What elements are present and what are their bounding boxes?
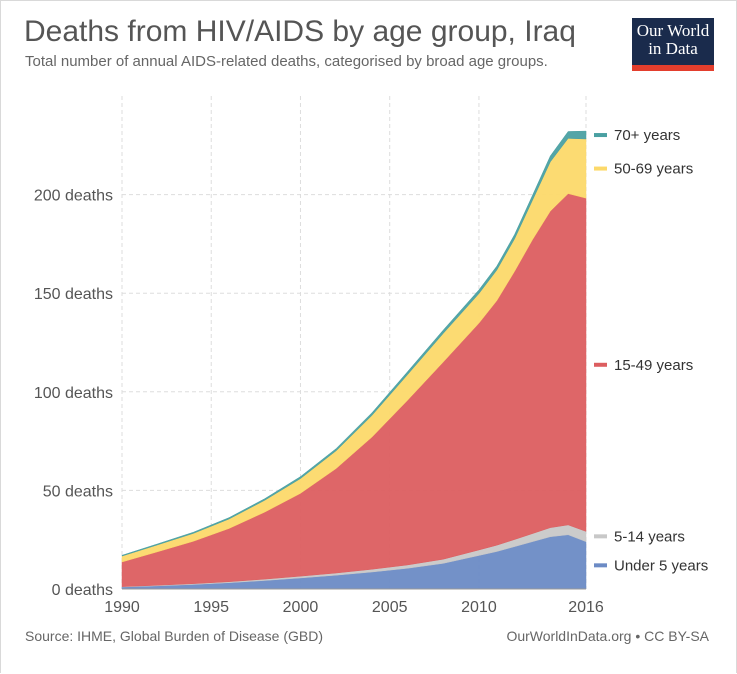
y-tick-label: 200 deaths bbox=[34, 188, 113, 205]
chart-subtitle: Total number of annual AIDS-related deat… bbox=[25, 53, 548, 70]
area-chart: 0 deaths 50 deaths 100 deaths 150 deaths 200… bbox=[34, 96, 708, 616]
area-70-years bbox=[121, 130, 587, 557]
stacked-areas bbox=[121, 130, 587, 590]
x-tick-label: 2016 bbox=[568, 599, 604, 616]
y-tick-label: 100 deaths bbox=[34, 385, 113, 402]
legend: Under 5 years 5-14 years 15-49 years 50-69 … bbox=[594, 127, 708, 574]
credit-note[interactable]: OurWorldInData.org • CC BY-SA bbox=[506, 628, 709, 644]
x-tick-label: 1995 bbox=[193, 599, 229, 616]
legend-label: 15-49 years bbox=[614, 357, 693, 374]
legend-swatch bbox=[594, 534, 607, 539]
legend-label: 50-69 years bbox=[614, 161, 693, 178]
legend-swatch bbox=[594, 563, 607, 568]
y-tick-label: 150 deaths bbox=[34, 286, 113, 303]
legend-swatch bbox=[594, 133, 607, 138]
legend-swatch bbox=[594, 166, 607, 171]
x-tick-label: 2010 bbox=[461, 599, 497, 616]
legend-label: 70+ years bbox=[614, 127, 680, 144]
axes: 0 deaths 50 deaths 100 deaths 150 deaths 200… bbox=[34, 188, 604, 616]
y-tick-label: 50 deaths bbox=[43, 483, 113, 500]
chart-title: Deaths from HIV/AIDS by age group, Iraq bbox=[24, 15, 576, 48]
x-tick-label: 2000 bbox=[283, 599, 319, 616]
y-tick-label: 0 deaths bbox=[52, 582, 113, 599]
owid-logo[interactable]: Our World in Data bbox=[632, 18, 714, 71]
x-tick-label: 2005 bbox=[372, 599, 408, 616]
logo-line-2: in Data bbox=[648, 39, 698, 58]
legend-label: Under 5 years bbox=[614, 557, 708, 574]
logo-accent-bar bbox=[632, 65, 714, 71]
legend-label: 5-14 years bbox=[614, 528, 685, 545]
source-note[interactable]: Source: IHME, Global Burden of Disease (… bbox=[25, 628, 324, 644]
x-tick-label: 1990 bbox=[104, 599, 140, 616]
logo-line-1: Our World bbox=[636, 21, 710, 40]
legend-swatch bbox=[594, 362, 607, 367]
